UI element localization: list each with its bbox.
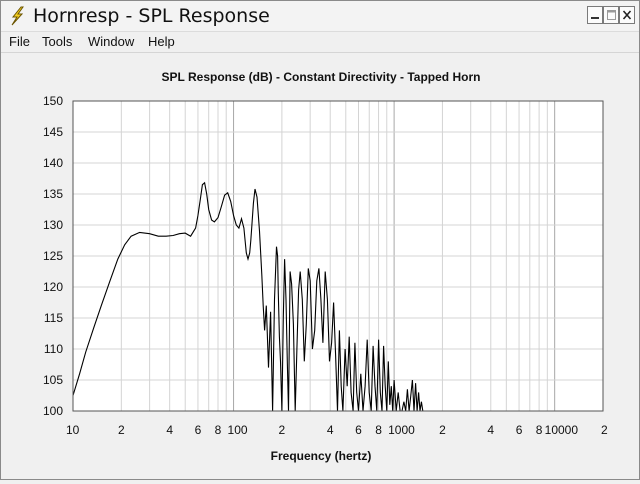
x-tick-label: 4 bbox=[327, 423, 334, 437]
y-tick-label: 115 bbox=[44, 311, 63, 325]
y-tick-label: 145 bbox=[43, 125, 63, 139]
x-axis-ticks: 10 2 4 6 8 100 2 4 6 8 1000 2 4 6 8 10000 2 bbox=[66, 423, 608, 437]
close-icon bbox=[622, 10, 632, 20]
minimize-icon bbox=[591, 17, 599, 19]
x-tick-label: 8 bbox=[536, 423, 543, 437]
x-tick-label: 2 bbox=[439, 423, 446, 437]
y-tick-label: 140 bbox=[43, 156, 63, 170]
chart-area: SPL Response (dB) - Constant Directivity… bbox=[1, 53, 639, 479]
menu-window[interactable]: Window bbox=[88, 34, 135, 49]
y-tick-label: 150 bbox=[43, 94, 63, 108]
y-tick-label: 105 bbox=[43, 373, 63, 387]
y-axis-ticks: 100 105 110 115 120 125 130 135 140 145 150 bbox=[43, 94, 63, 418]
minimize-button[interactable] bbox=[587, 6, 603, 24]
x-tick-label: 8 bbox=[375, 423, 382, 437]
close-button[interactable] bbox=[619, 6, 635, 24]
x-tick-label: 100 bbox=[228, 423, 248, 437]
chart-title: SPL Response (dB) - Constant Directivity… bbox=[162, 70, 481, 84]
menu-file[interactable]: File bbox=[9, 34, 30, 49]
y-tick-label: 100 bbox=[43, 404, 63, 418]
x-tick-label: 2 bbox=[279, 423, 286, 437]
x-tick-label: 8 bbox=[215, 423, 222, 437]
x-tick-label: 6 bbox=[355, 423, 362, 437]
spl-response-chart: SPL Response (dB) - Constant Directivity… bbox=[43, 70, 608, 463]
title-bar[interactable]: Hornresp - SPL Response bbox=[1, 1, 639, 32]
grid-lines bbox=[73, 101, 603, 411]
x-tick-label: 10 bbox=[66, 423, 80, 437]
window-title: Hornresp - SPL Response bbox=[33, 5, 270, 27]
x-tick-label: 4 bbox=[487, 423, 494, 437]
x-tick-label: 2 bbox=[601, 423, 608, 437]
x-axis-label: Frequency (hertz) bbox=[271, 449, 372, 463]
x-tick-label: 6 bbox=[195, 423, 202, 437]
y-tick-label: 125 bbox=[43, 249, 63, 263]
lightning-bolt-icon bbox=[11, 6, 24, 26]
y-tick-label: 110 bbox=[44, 342, 63, 356]
x-tick-label: 1000 bbox=[388, 423, 415, 437]
y-tick-label: 120 bbox=[43, 280, 63, 294]
maximize-button[interactable] bbox=[603, 6, 619, 24]
menu-tools[interactable]: Tools bbox=[42, 34, 73, 49]
plot-border bbox=[72, 100, 604, 412]
menu-bar: File Tools Window Help bbox=[1, 32, 639, 53]
x-tick-label: 10000 bbox=[545, 423, 579, 437]
x-tick-label: 4 bbox=[166, 423, 173, 437]
menu-help[interactable]: Help bbox=[148, 34, 175, 49]
y-tick-label: 135 bbox=[43, 187, 63, 201]
y-tick-label: 130 bbox=[43, 218, 63, 232]
x-tick-label: 6 bbox=[516, 423, 523, 437]
maximize-icon bbox=[607, 10, 616, 20]
x-tick-label: 2 bbox=[118, 423, 125, 437]
